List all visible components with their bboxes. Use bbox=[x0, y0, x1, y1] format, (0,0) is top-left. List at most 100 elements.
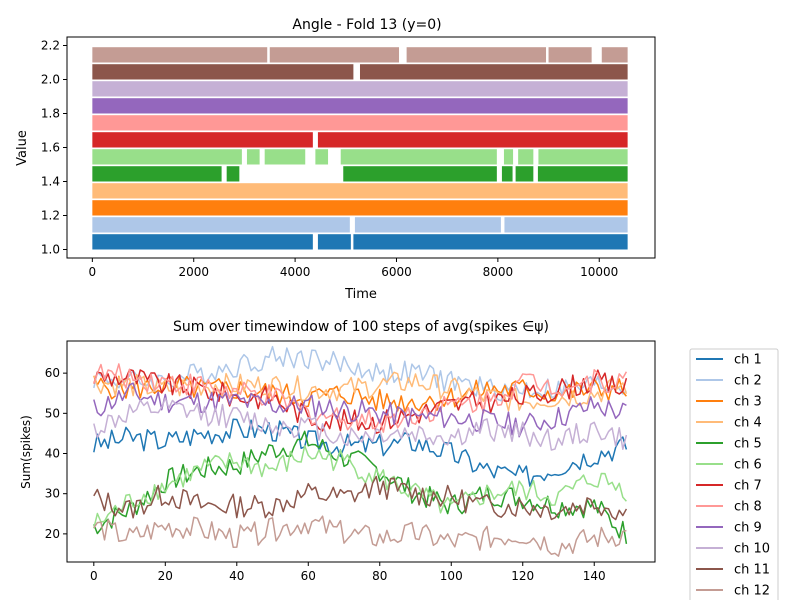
ytick-label: 50 bbox=[45, 406, 60, 420]
band-5-segment-3 bbox=[343, 166, 497, 182]
band-12-segment-1 bbox=[92, 47, 268, 63]
ytick-label: 60 bbox=[45, 366, 60, 380]
legend-label: ch 8 bbox=[734, 500, 762, 515]
ytick-label: 1.8 bbox=[41, 107, 60, 121]
legend-items: ch 1 ch 2 ch 3 ch 4 ch 5 ch 6 ch 7 ch 8 ch 9 ch 1… bbox=[696, 353, 770, 599]
xtick-label: 100 bbox=[440, 569, 463, 583]
series-line-ch-6 bbox=[93, 445, 627, 529]
band-7-segment-1 bbox=[92, 132, 313, 148]
legend-label: ch 3 bbox=[734, 395, 762, 410]
xtick-label: 20 bbox=[158, 569, 173, 583]
xtick-label: 60 bbox=[301, 569, 316, 583]
chart-bottom-title: Sum over timewindow of 100 steps of avg(… bbox=[173, 319, 549, 335]
band-1-segment-1 bbox=[92, 234, 313, 250]
band-3-segment-1 bbox=[92, 200, 628, 216]
band-12-segment-2 bbox=[269, 47, 400, 63]
band-5-segment-2 bbox=[226, 166, 240, 182]
band-1-segment-3 bbox=[353, 234, 628, 250]
xtick-label: 4000 bbox=[280, 265, 311, 279]
chart-bottom-frame bbox=[66, 340, 656, 563]
series-line-ch-11 bbox=[93, 475, 628, 521]
chart-bottom: Sum over timewindow of 100 steps of avg(… bbox=[19, 319, 656, 583]
xtick-label: 40 bbox=[229, 569, 244, 583]
chart-bottom-yticks: 20 30 40 50 60 bbox=[45, 366, 67, 541]
ytick-label: 1.4 bbox=[41, 175, 60, 189]
xtick-label: 120 bbox=[511, 569, 534, 583]
band-6-segment-3 bbox=[264, 149, 306, 165]
band-9-segment-1 bbox=[92, 98, 628, 114]
legend-label: ch 4 bbox=[734, 416, 762, 431]
band-6-segment-1 bbox=[92, 149, 242, 165]
legend-label: ch 10 bbox=[734, 542, 770, 557]
band-12-segment-4 bbox=[548, 47, 592, 63]
legend-label: ch 1 bbox=[734, 353, 762, 368]
chart-top-xticks: 0 2000 4000 6000 8000 10000 bbox=[89, 258, 618, 279]
series-line-ch-9 bbox=[93, 382, 627, 438]
chart-bottom-xticks: 0 20 40 60 80 100 120 140 bbox=[90, 562, 606, 583]
series-line-ch-4 bbox=[93, 371, 628, 412]
band-6-segment-2 bbox=[246, 149, 260, 165]
chart-top-ylabel: Value bbox=[15, 130, 30, 166]
series-line-ch-12 bbox=[93, 515, 627, 557]
band-12-segment-5 bbox=[601, 47, 628, 63]
ytick-label: 2.0 bbox=[41, 73, 60, 87]
ytick-label: 20 bbox=[45, 527, 60, 541]
band-11-segment-2 bbox=[359, 64, 628, 80]
legend-label: ch 9 bbox=[734, 521, 762, 536]
band-12-segment-3 bbox=[406, 47, 547, 63]
chart-top-xlabel: Time bbox=[344, 287, 377, 302]
band-6-segment-7 bbox=[518, 149, 534, 165]
chart-top: Angle - Fold 13 (y=0) 0 2000 4000 6000 8000 1… bbox=[15, 17, 656, 302]
band-5-segment-5 bbox=[515, 166, 534, 182]
legend-label: ch 12 bbox=[734, 584, 770, 599]
legend-label: ch 6 bbox=[734, 458, 762, 473]
band-5-segment-6 bbox=[537, 166, 628, 182]
band-5-segment-4 bbox=[501, 166, 513, 182]
band-1-segment-2 bbox=[317, 234, 351, 250]
band-2-segment-1 bbox=[92, 217, 350, 233]
ytick-label: 30 bbox=[45, 487, 60, 501]
chart-bottom-plot bbox=[93, 345, 628, 557]
chart-top-title: Angle - Fold 13 (y=0) bbox=[292, 17, 441, 33]
xtick-label: 140 bbox=[583, 569, 606, 583]
series-line-ch-2 bbox=[93, 345, 627, 402]
band-7-segment-2 bbox=[317, 132, 628, 148]
band-5-segment-1 bbox=[92, 166, 222, 182]
series-line-ch-7 bbox=[93, 368, 628, 434]
ytick-label: 1.0 bbox=[41, 243, 60, 257]
series-line-ch-5 bbox=[93, 430, 628, 545]
band-8-segment-1 bbox=[92, 115, 628, 131]
legend-label: ch 5 bbox=[734, 437, 762, 452]
ytick-label: 1.6 bbox=[41, 141, 60, 155]
band-6-segment-8 bbox=[538, 149, 628, 165]
xtick-label: 2000 bbox=[178, 265, 209, 279]
ytick-label: 2.2 bbox=[41, 39, 60, 53]
band-6-segment-6 bbox=[503, 149, 514, 165]
xtick-label: 8000 bbox=[483, 265, 514, 279]
series-line-ch-8 bbox=[93, 363, 628, 433]
legend-frame bbox=[689, 348, 779, 600]
xtick-label: 80 bbox=[372, 569, 387, 583]
ytick-label: 1.2 bbox=[41, 209, 60, 223]
xtick-label: 10000 bbox=[580, 265, 618, 279]
band-4-segment-1 bbox=[92, 183, 628, 199]
xtick-label: 6000 bbox=[381, 265, 412, 279]
chart-bottom-ylabel: Sum(spikes) bbox=[19, 415, 33, 489]
xtick-label: 0 bbox=[90, 569, 98, 583]
band-6-segment-5 bbox=[340, 149, 497, 165]
band-2-segment-3 bbox=[504, 217, 628, 233]
chart-bottom-legend: ch 1 ch 2 ch 3 ch 4 ch 5 ch 6 ch 7 ch 8 ch 9 ch 1… bbox=[689, 348, 779, 600]
band-10-segment-1 bbox=[92, 81, 628, 97]
legend-label: ch 11 bbox=[734, 563, 770, 578]
ytick-label: 40 bbox=[45, 447, 60, 461]
band-2-segment-2 bbox=[354, 217, 501, 233]
legend-label: ch 7 bbox=[734, 479, 762, 494]
series-line-ch-10 bbox=[93, 397, 628, 451]
chart-top-plot bbox=[92, 47, 628, 250]
xtick-label: 0 bbox=[89, 265, 97, 279]
legend-label: ch 2 bbox=[734, 374, 762, 389]
band-11-segment-1 bbox=[92, 64, 354, 80]
chart-top-yticks: 1.0 1.2 1.4 1.6 1.8 2.0 2.2 bbox=[41, 39, 67, 257]
band-6-segment-4 bbox=[315, 149, 329, 165]
